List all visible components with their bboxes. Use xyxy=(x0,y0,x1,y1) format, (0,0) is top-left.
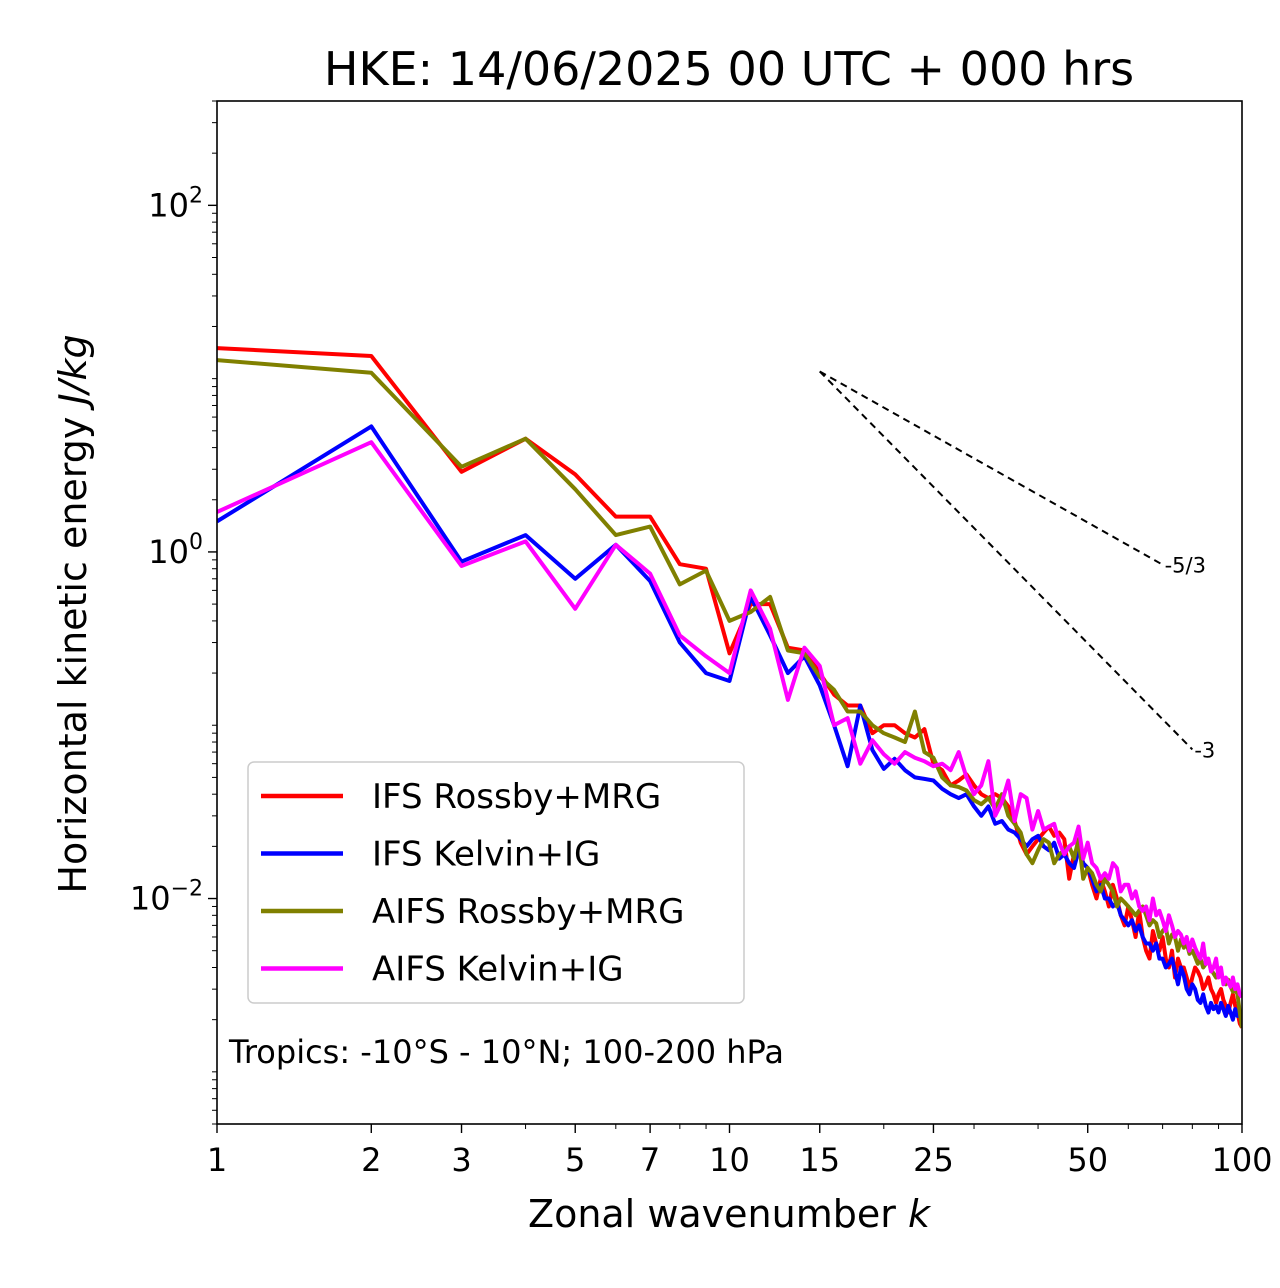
y-tick-exponent: 0 xyxy=(189,530,203,555)
x-tick-label: 3 xyxy=(451,1141,471,1179)
x-tick-label: 25 xyxy=(913,1141,954,1179)
legend-box xyxy=(247,761,745,1004)
x-tick-label: 100 xyxy=(1211,1141,1272,1179)
y-tick-exponent: −2 xyxy=(171,877,203,902)
x-axis-label-text: Zonal wavenumber xyxy=(528,1192,896,1236)
region-annotation: Tropics: -10°S - 10°N; 100-200 hPa xyxy=(228,1033,784,1071)
x-tick-label: 2 xyxy=(361,1141,381,1179)
y-tick-base: 10 xyxy=(148,186,189,224)
y-axis-label-unit: J/kg xyxy=(51,334,95,411)
y-axis-label-text: Horizontal kinetic energy xyxy=(51,417,95,894)
legend-label: AIFS Rossby+MRG xyxy=(372,892,684,932)
series-line xyxy=(217,358,1242,1028)
y-axis-label: Horizontal kinetic energy J/kg xyxy=(51,334,95,893)
reference-line-label: -5/3 xyxy=(1165,554,1206,578)
series-lines xyxy=(217,346,1242,1029)
reference-line xyxy=(819,370,1164,566)
chart-title: HKE: 14/06/2025 00 UTC + 000 hrs xyxy=(324,42,1134,96)
x-tick-label: 7 xyxy=(640,1141,660,1179)
y-tick-base: 10 xyxy=(130,880,171,918)
reference-line-label: -3 xyxy=(1194,738,1215,762)
x-axis-label-var: k xyxy=(908,1192,932,1236)
series-line xyxy=(217,440,1242,999)
reference-slope-lines: -5/3 -3 xyxy=(819,370,1215,762)
legend-label: AIFS Kelvin+IG xyxy=(372,950,624,990)
x-tick-label: 1 xyxy=(207,1141,227,1179)
x-tick-label: 5 xyxy=(565,1141,585,1179)
legend-label: IFS Rossby+MRG xyxy=(372,777,661,817)
y-tick-exponent: 2 xyxy=(189,183,203,208)
x-axis-ticks: 1 2 3 5 7 10 15 25 50 100 xyxy=(207,1124,1273,1179)
legend: IFS Rossby+MRG IFS Kelvin+IG AIFS Rossby+M… xyxy=(247,761,745,1004)
y-tick-base: 10 xyxy=(148,533,189,571)
legend-items: IFS Rossby+MRG IFS Kelvin+IG AIFS Rossby+M… xyxy=(261,777,684,990)
y-tick-label: 102 xyxy=(148,183,203,224)
y-tick-label: 10−2 xyxy=(130,877,203,918)
x-tick-label: 15 xyxy=(799,1141,840,1179)
legend-label: IFS Kelvin+IG xyxy=(372,835,600,875)
y-tick-label: 100 xyxy=(148,530,203,571)
x-tick-label: 10 xyxy=(709,1141,750,1179)
reference-line xyxy=(819,370,1194,751)
x-tick-label: 50 xyxy=(1067,1141,1108,1179)
x-axis-label: Zonal wavenumber k xyxy=(528,1192,932,1236)
